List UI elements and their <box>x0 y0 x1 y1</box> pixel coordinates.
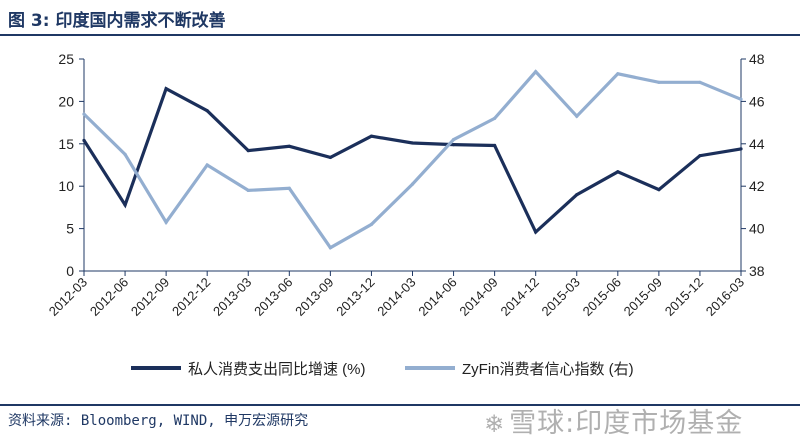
title-rule <box>0 34 800 36</box>
chart-legend: 私人消费支出同比增速 (%) ZyFin消费者信心指数 (右) <box>131 361 634 378</box>
data-point-s2 <box>369 222 374 226</box>
right-tick-label: 40 <box>749 221 765 237</box>
data-point-s2 <box>493 116 497 120</box>
data-point-s2 <box>410 182 415 186</box>
snowball-logo-icon: ❄ <box>484 410 506 438</box>
data-point-s1 <box>287 144 291 148</box>
data-point-s1 <box>328 155 332 159</box>
data-point-s2 <box>82 112 86 116</box>
right-tick-label: 48 <box>749 51 765 67</box>
source-note: 资料来源: Bloomberg, WIND, 申万宏源研究 <box>8 413 309 429</box>
x-tick-label: 2014-03 <box>374 275 418 319</box>
data-point-s1 <box>534 230 538 234</box>
legend-label-1: 私人消费支出同比增速 (%) <box>188 361 366 378</box>
x-tick-label: 2014-12 <box>497 275 541 319</box>
data-point-s1 <box>369 134 374 138</box>
x-tick-label: 2014-09 <box>456 275 500 319</box>
left-tick-label: 0 <box>66 263 74 279</box>
x-tick-label: 2013-12 <box>333 275 377 319</box>
x-tick-label: 2015-03 <box>539 275 583 319</box>
data-point-s1 <box>616 170 620 174</box>
x-tick-label: 2012-12 <box>169 275 213 319</box>
left-tick-label: 10 <box>58 178 74 194</box>
data-point-s1 <box>451 143 456 147</box>
data-point-s1 <box>657 187 661 192</box>
right-tick-label: 38 <box>749 263 765 279</box>
figure-title: 图 3: 印度国内需求不断改善 <box>8 11 226 31</box>
x-tick-label: 2012-06 <box>87 275 131 319</box>
left-tick-label: 5 <box>66 221 74 237</box>
series-line-1 <box>82 86 742 235</box>
data-point-s2 <box>698 80 702 84</box>
chart-lines <box>82 69 743 250</box>
right-tick-label: 42 <box>749 178 765 194</box>
data-point-s1 <box>246 148 250 153</box>
data-point-s1 <box>123 203 127 207</box>
source-rule <box>0 404 800 406</box>
data-point-s1 <box>82 138 86 143</box>
data-point-s2 <box>205 163 209 167</box>
watermark: ❄ 雪球:印度市场基金 <box>484 401 743 440</box>
data-point-s1 <box>205 109 209 113</box>
left-tick-label: 25 <box>58 51 74 67</box>
right-tick-label: 44 <box>749 136 765 152</box>
x-tick-label: 2013-09 <box>292 275 336 319</box>
data-point-s2 <box>123 152 127 156</box>
data-point-s2 <box>616 72 620 76</box>
x-tick-label: 2016-03 <box>703 275 747 319</box>
data-point-s2 <box>164 220 168 224</box>
data-point-s1 <box>575 193 579 197</box>
left-tick-label: 20 <box>58 93 74 109</box>
x-tick-label: 2015-09 <box>621 275 665 319</box>
data-point-s1 <box>698 154 702 158</box>
x-tick-label: 2013-03 <box>210 275 254 319</box>
x-tick-label: 2013-06 <box>251 275 295 319</box>
data-point-s2 <box>575 114 579 118</box>
right-tick-label: 46 <box>749 93 765 109</box>
data-point-s1 <box>493 143 497 148</box>
data-point-s1 <box>164 87 168 91</box>
x-tick-label: 2014-06 <box>415 275 459 319</box>
x-tick-label: 2015-06 <box>580 275 624 319</box>
data-point-s2 <box>246 188 250 193</box>
legend-label-2: ZyFin消费者信心指数 (右) <box>462 361 634 378</box>
data-point-s2 <box>287 186 291 190</box>
x-tick-label: 2012-03 <box>46 275 90 319</box>
data-point-s2 <box>657 80 661 84</box>
data-point-s1 <box>739 147 743 151</box>
chart-axes: 05101520253840424446482012-032012-062012… <box>46 51 765 319</box>
watermark-text: 雪球:印度市场基金 <box>509 408 744 439</box>
data-point-s2 <box>739 97 743 101</box>
data-point-s2 <box>451 137 456 142</box>
data-point-s2 <box>328 246 332 250</box>
x-tick-label: 2015-12 <box>662 275 706 319</box>
data-point-s2 <box>534 70 538 74</box>
line-chart: 05101520253840424446482012-032012-062012… <box>46 51 765 378</box>
data-point-s1 <box>410 141 415 145</box>
x-tick-label: 2012-09 <box>128 275 172 319</box>
left-tick-label: 15 <box>58 136 74 152</box>
